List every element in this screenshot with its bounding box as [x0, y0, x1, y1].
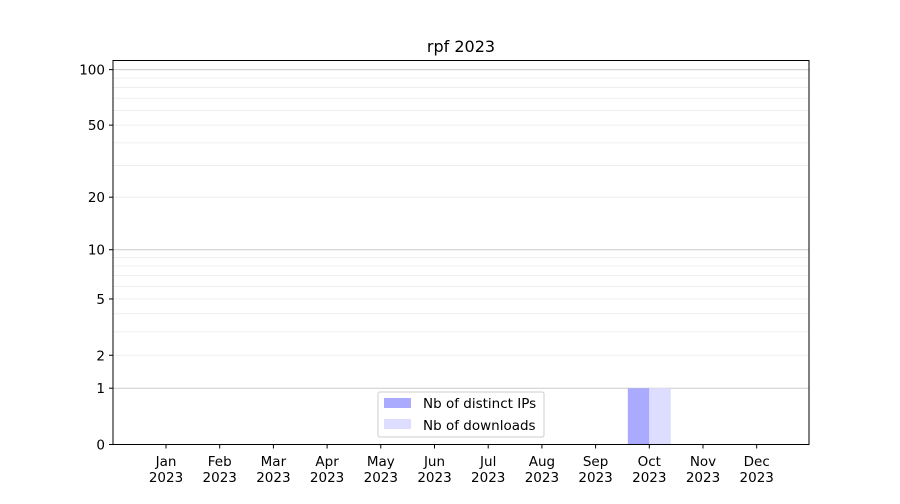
- legend-label-downloads: Nb of downloads: [423, 418, 536, 434]
- y-tick-label: 50: [88, 118, 105, 134]
- bar-distinct-ips: [627, 388, 650, 445]
- x-tick-label: Jul 2023: [471, 454, 505, 486]
- x-tick-label: Sep 2023: [578, 454, 612, 486]
- x-tick-label: Jan 2023: [149, 454, 183, 486]
- y-tick-label: 10: [88, 243, 105, 259]
- y-tick-label: 0: [96, 438, 105, 454]
- legend: Nb of distinct IPs Nb of downloads: [377, 391, 545, 438]
- legend-swatch-downloads: [384, 419, 411, 429]
- y-tick-label: 1: [96, 381, 105, 397]
- x-tick-label: Dec 2023: [740, 454, 774, 486]
- x-tick-label: Nov 2023: [686, 454, 720, 486]
- x-tick-label: Aug 2023: [525, 454, 559, 486]
- y-tick-label: 2: [96, 348, 105, 364]
- x-tick-label: Mar 2023: [256, 454, 290, 486]
- legend-label-ips: Nb of distinct IPs: [423, 396, 536, 412]
- y-tick-label: 20: [88, 190, 105, 206]
- y-tick-label: 100: [79, 63, 105, 79]
- legend-swatch-ips: [384, 398, 411, 408]
- x-tick-label: Oct 2023: [632, 454, 666, 486]
- plot-frame: [112, 60, 810, 445]
- x-tick-label: May 2023: [364, 454, 398, 486]
- x-tick-label: Apr 2023: [310, 454, 344, 486]
- y-tick-label: 5: [96, 292, 105, 308]
- chart-title: rpf 2023: [427, 37, 495, 56]
- x-tick-label: Jun 2023: [417, 454, 451, 486]
- x-tick-label: Feb 2023: [203, 454, 237, 486]
- bar-downloads: [649, 388, 671, 445]
